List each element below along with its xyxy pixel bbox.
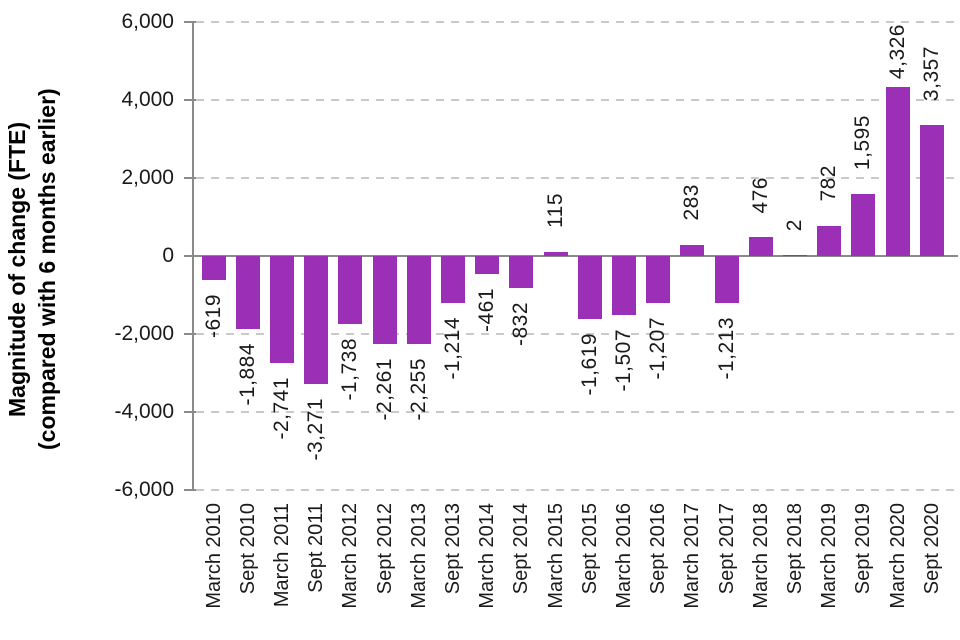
- x-tick-label: Sept 2012: [373, 503, 396, 595]
- bar-value-label: -3,271: [304, 397, 328, 461]
- x-tick-label: Sept 2014: [510, 503, 533, 595]
- bar: [817, 225, 842, 256]
- gridline: [196, 333, 958, 335]
- bar: [680, 244, 705, 256]
- bar: [372, 256, 397, 345]
- gridline: [196, 411, 958, 413]
- x-tick-label: March 2016: [613, 503, 635, 609]
- x-tick-label: Sept 2017: [715, 503, 738, 595]
- y-axis-tick: [184, 333, 196, 335]
- bar: [338, 256, 363, 324]
- bar: [646, 256, 671, 304]
- y-axis-title: Magnitude of change (FTE) (compared with…: [2, 30, 66, 508]
- bar-value-label: 4,326: [885, 24, 909, 80]
- bar-value-label: 2: [783, 218, 806, 231]
- y-tick-label: -4,000: [114, 400, 174, 423]
- bar: [714, 256, 739, 304]
- y-axis-tick: [184, 411, 196, 413]
- gridline: [196, 489, 958, 491]
- x-tick-label: March 2011: [271, 503, 293, 608]
- bar: [270, 256, 294, 363]
- bar-value-label: 283: [680, 184, 704, 221]
- bar: [885, 87, 910, 256]
- bar: [783, 255, 807, 256]
- gridline: [196, 177, 958, 179]
- x-tick-label: March 2017: [681, 503, 704, 609]
- bar: [851, 193, 876, 256]
- gridline: [196, 99, 958, 101]
- zero-baseline: [192, 255, 958, 257]
- bar-value-label: -1,507: [612, 328, 635, 392]
- x-tick-label: Sept 2018: [784, 503, 806, 595]
- bar-value-label: -2,255: [406, 357, 430, 421]
- bar-value-label: -2,741: [270, 376, 293, 440]
- bar-value-label: 3,357: [919, 46, 943, 102]
- bar-value-label: -832: [509, 302, 533, 347]
- x-tick-label: March 2020: [886, 503, 909, 609]
- bar: [577, 256, 602, 320]
- bar: [406, 256, 431, 344]
- bar-value-label: 476: [748, 176, 772, 214]
- y-tick-label: -6,000: [114, 478, 174, 501]
- y-axis-tick: [184, 255, 196, 257]
- x-tick-label: March 2014: [476, 503, 499, 609]
- x-tick-label: March 2015: [544, 503, 567, 609]
- x-tick-label: March 2010: [202, 503, 225, 609]
- y-tick-label: 6,000: [121, 10, 174, 33]
- bar-value-label: -1,213: [714, 317, 738, 380]
- x-tick-label: Sept 2019: [852, 503, 875, 595]
- y-tick-label: 0: [162, 244, 174, 267]
- bar: [543, 251, 568, 256]
- bar: [919, 125, 944, 256]
- bar-value-label: 1,595: [851, 114, 875, 170]
- y-tick-label: 2,000: [121, 166, 174, 189]
- y-axis-tick: [184, 21, 196, 23]
- y-axis-tick: [184, 99, 196, 101]
- y-tick-label: -2,000: [114, 322, 174, 345]
- gridline: [196, 21, 958, 23]
- x-tick-label: March 2012: [339, 503, 362, 609]
- bar-value-label: -619: [201, 294, 225, 339]
- y-axis-title-line-1: Magnitude of change (FTE): [4, 121, 30, 417]
- bar-value-label: -2,261: [372, 358, 396, 421]
- x-tick-label: Sept 2015: [578, 503, 601, 595]
- bar: [509, 256, 534, 289]
- x-tick-label: Sept 2010: [236, 503, 259, 595]
- bar: [304, 256, 329, 384]
- x-tick-label: Sept 2020: [920, 503, 943, 595]
- bar-value-label: -1,214: [441, 317, 464, 380]
- y-axis-title-line-2: (compared with 6 months earlier): [34, 88, 60, 450]
- x-tick-label: Sept 2011: [305, 503, 328, 593]
- bar-value-label: -1,619: [577, 333, 601, 396]
- y-axis-tick: [184, 177, 196, 179]
- y-axis-tick: [184, 489, 196, 491]
- x-tick-label: March 2018: [749, 503, 772, 609]
- y-tick-label: 4,000: [121, 88, 174, 111]
- bar: [201, 256, 226, 281]
- bar: [748, 237, 773, 256]
- x-tick-label: March 2019: [818, 503, 841, 609]
- bar: [235, 256, 260, 330]
- bar-value-label: 782: [817, 164, 841, 202]
- bar: [475, 256, 500, 274]
- bar-value-label: -1,884: [235, 343, 259, 407]
- bar-value-label: -1,738: [338, 337, 362, 401]
- bar-value-label: -461: [475, 287, 499, 332]
- x-tick-label: Sept 2013: [442, 503, 464, 595]
- bar-value-label: -1,207: [646, 317, 670, 380]
- bar: [612, 256, 636, 315]
- x-tick-label: March 2013: [407, 503, 430, 609]
- bar-value-label: 115: [543, 192, 567, 228]
- bar: [441, 256, 465, 304]
- x-tick-label: Sept 2016: [647, 503, 670, 595]
